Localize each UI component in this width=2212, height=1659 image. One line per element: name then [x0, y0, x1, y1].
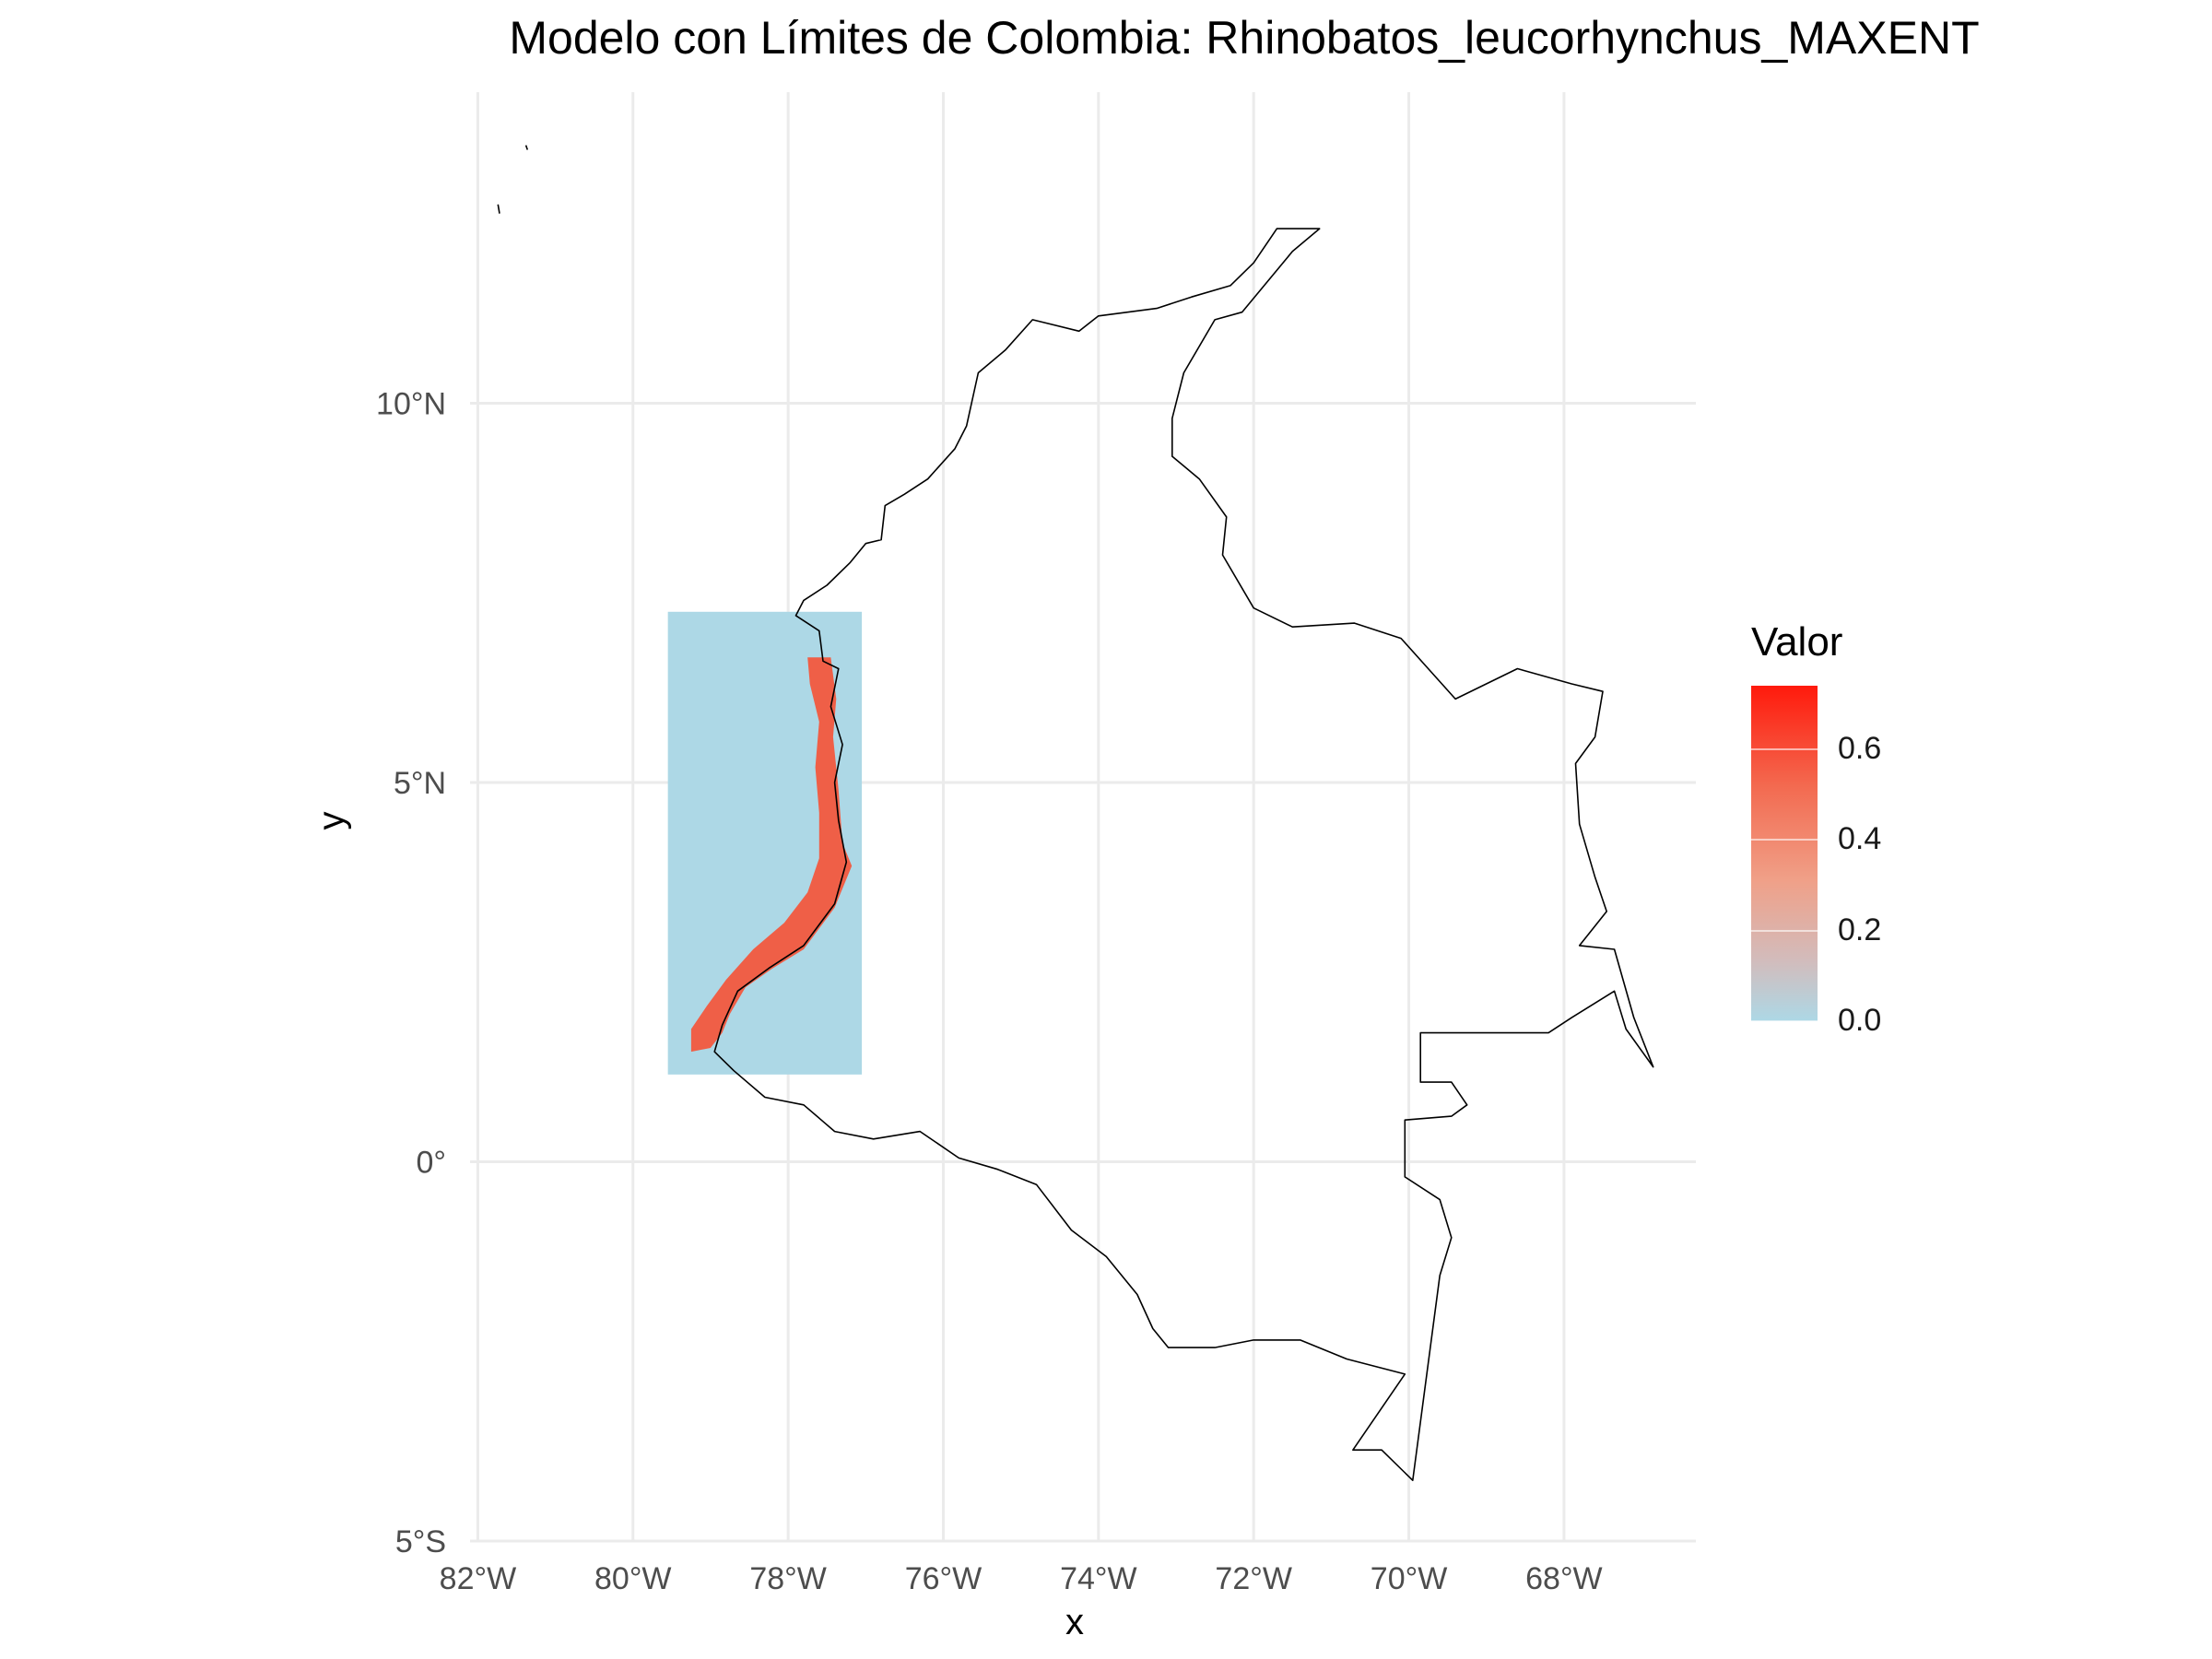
map-title: Modelo con Límites de Colombia: Rhinobat…	[509, 12, 1980, 64]
y-tick-label: 5°S	[395, 1524, 446, 1559]
x-tick-label: 74°W	[1060, 1561, 1137, 1596]
x-tick-label: 72°W	[1215, 1561, 1292, 1596]
legend-tick-mark	[1751, 929, 1818, 932]
y-tick-label: 5°N	[394, 766, 446, 801]
san-andres-islands	[497, 145, 529, 214]
x-axis-title: x	[1065, 1602, 1084, 1642]
colombia-boundary	[713, 228, 1654, 1481]
habitat-suitability-area	[690, 657, 853, 1053]
x-tick-label: 76°W	[905, 1561, 982, 1596]
y-tick-label: 10°N	[376, 386, 446, 421]
legend-title: Valor	[1751, 619, 1843, 665]
legend-tick-label: 0.2	[1838, 912, 1882, 947]
legend-tick-label: 0.0	[1838, 1003, 1882, 1038]
legend-colorbar	[1751, 686, 1818, 1021]
grid-lines-x	[476, 92, 1566, 1541]
legend-tick-mark	[1751, 747, 1818, 750]
y-axis-title: y	[311, 811, 352, 830]
legend-tick-label: 0.6	[1838, 730, 1882, 766]
x-tick-label: 70°W	[1371, 1561, 1448, 1596]
legend-tick-mark	[1751, 1020, 1818, 1022]
y-tick-label: 0°	[416, 1145, 446, 1180]
y-tick-labels: 10°N 5°N 0° 5°S	[376, 386, 446, 1559]
grid-lines-y	[470, 401, 1696, 1543]
legend-tick-mark	[1751, 839, 1818, 841]
x-tick-label: 78°W	[749, 1561, 827, 1596]
legend-tick-label: 0.4	[1838, 821, 1882, 857]
x-tick-labels: 82°W 80°W 78°W 76°W 74°W 72°W 70°W 68°W	[440, 1561, 1603, 1596]
x-tick-label: 82°W	[440, 1561, 517, 1596]
color-legend: Valor 0.0 0.2 0.4 0.6	[1751, 619, 1954, 1043]
x-tick-label: 68°W	[1525, 1561, 1603, 1596]
x-tick-label: 80°W	[594, 1561, 672, 1596]
